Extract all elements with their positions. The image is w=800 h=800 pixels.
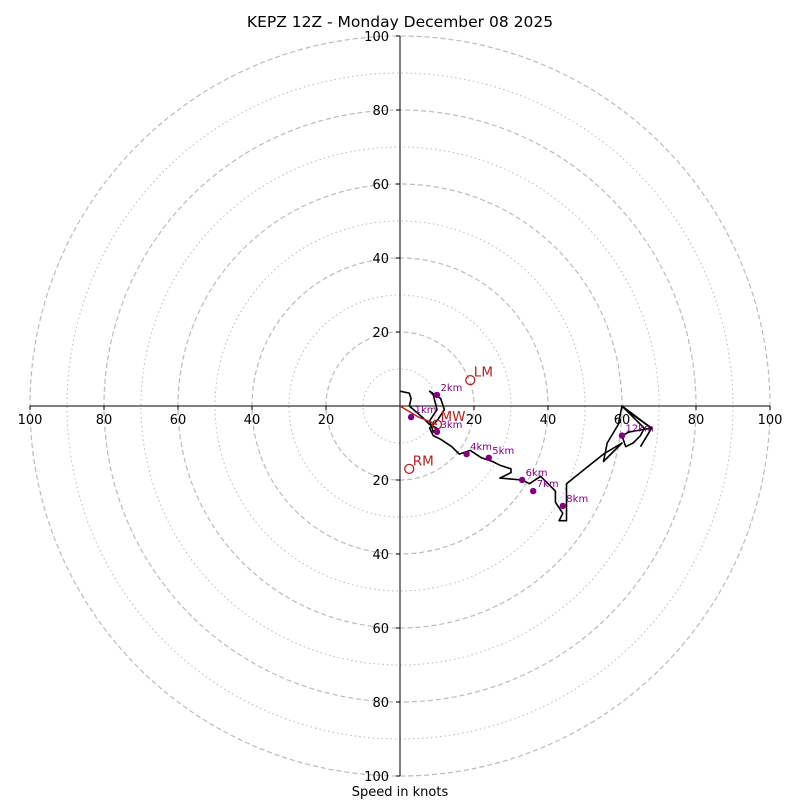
height-marker-5km — [485, 454, 492, 461]
y-tick-label: 20 — [372, 326, 389, 341]
height-label-1km: 1km — [415, 405, 437, 416]
y-tick-label: 100 — [364, 30, 389, 45]
x-tick-label: 20 — [318, 413, 335, 428]
height-marker-12km — [618, 432, 626, 439]
height-label-8km: 8km — [566, 494, 588, 505]
height-marker-1km — [407, 413, 415, 421]
height-label-2km: 2km — [441, 383, 463, 394]
wind-trace-line — [399, 390, 653, 522]
chart-title: KEPZ 12Z - Monday December 08 2025 — [247, 13, 553, 31]
x-tick-label: 80 — [688, 413, 705, 428]
motion-label-lm: LM — [474, 365, 493, 381]
x-tick-label: 100 — [758, 413, 783, 428]
height-marker-2km — [433, 391, 441, 399]
x-tick-label: 100 — [18, 413, 43, 428]
height-label-12km: 12km — [626, 424, 654, 435]
y-tick-label: 100 — [364, 770, 389, 785]
y-tick-label: 40 — [372, 252, 389, 267]
motion-marker-rm — [404, 463, 415, 475]
height-label-5km: 5km — [492, 446, 514, 457]
x-tick-label: 40 — [540, 413, 557, 428]
x-tick-label: 40 — [244, 413, 261, 428]
storm-motion-vector — [399, 405, 438, 426]
motion-label-mw: MW — [441, 409, 466, 425]
motion-marker-lm — [465, 374, 476, 386]
height-label-4km: 4km — [470, 442, 492, 453]
y-tick-label: 60 — [372, 622, 389, 637]
x-tick-label: 80 — [96, 413, 113, 428]
motion-label-rm: RM — [413, 453, 434, 469]
y-tick-label: 40 — [372, 548, 389, 563]
y-tick-label: 80 — [372, 104, 389, 119]
height-label-3km: 3km — [441, 420, 463, 431]
height-marker-4km — [463, 450, 470, 458]
height-label-6km: 6km — [526, 468, 548, 479]
height-marker-3km — [433, 428, 441, 436]
height-marker-8km — [559, 502, 566, 510]
height-marker-6km — [518, 476, 526, 484]
y-tick-label: 60 — [372, 178, 389, 193]
storm-motion: LM MW RM — [399, 365, 493, 475]
height-marker-7km — [530, 487, 537, 495]
x-tick-label: 60 — [170, 413, 187, 428]
height-label-7km: 7km — [537, 479, 559, 490]
wind-trace — [399, 390, 653, 522]
y-tick-label: 20 — [372, 474, 389, 489]
x-tick-label: 20 — [466, 413, 483, 428]
x-axis-label: Speed in knots — [352, 785, 449, 800]
y-tick-label: 80 — [372, 696, 389, 711]
